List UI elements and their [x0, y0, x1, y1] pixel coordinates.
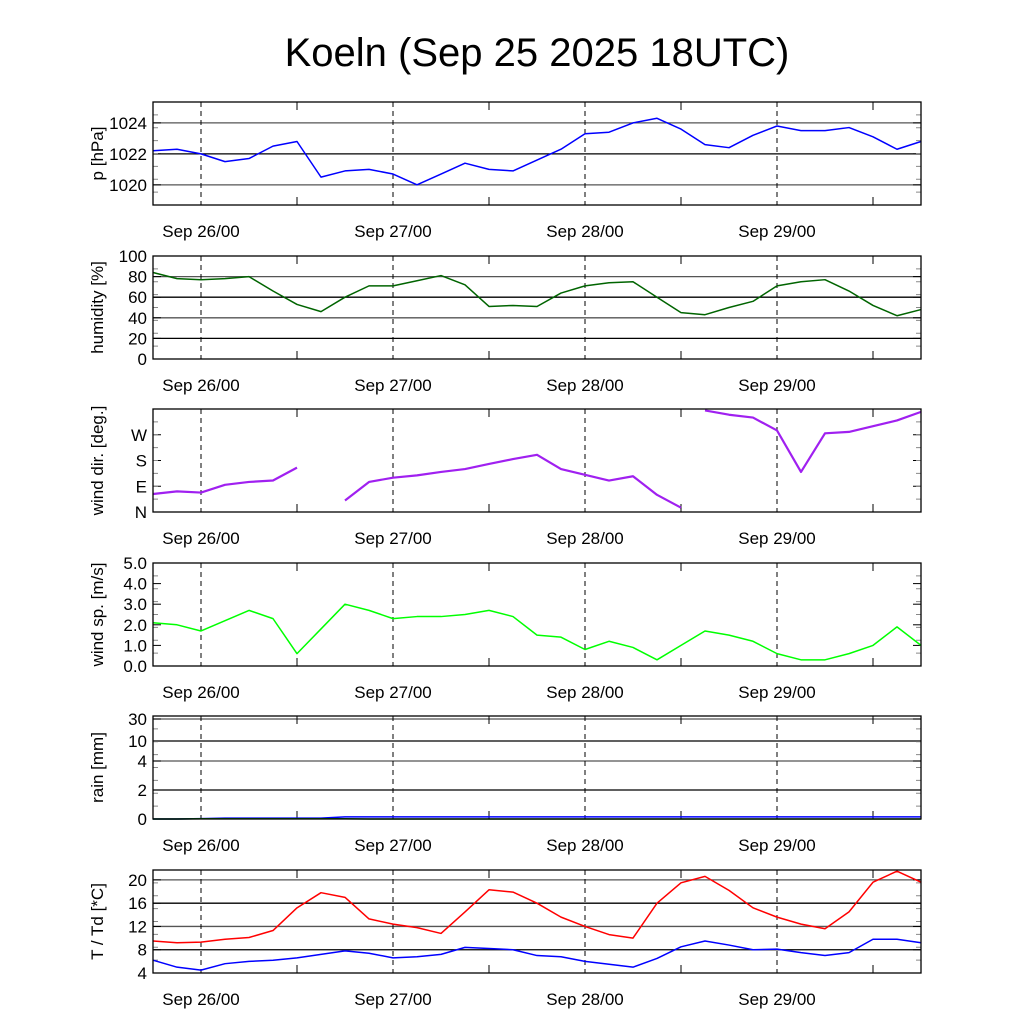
- y-axis-label: wind sp. [m/s]: [88, 563, 107, 668]
- y-tick-label: 0: [138, 810, 147, 829]
- y-tick-label: 0.0: [123, 657, 147, 676]
- x-tick-label: Sep 26/00: [162, 836, 240, 855]
- series-line-t: [152, 870, 922, 944]
- x-tick-label: Sep 27/00: [354, 836, 432, 855]
- y-tick-label: 1024: [109, 114, 147, 133]
- y-tick-label: E: [136, 477, 147, 496]
- y-tick-label: 1020: [109, 176, 147, 195]
- panel-humidity: Sep 26/00 Sep 27/00 Sep 28/00 Sep 29/00 0 204…: [88, 247, 922, 395]
- y-tick-label: 3.0: [123, 595, 147, 614]
- y-tick-label: 5.0: [123, 554, 147, 573]
- y-tick-label: 4: [138, 752, 147, 771]
- y-tick-label: 4.0: [123, 575, 147, 594]
- x-tick-label: Sep 26/00: [162, 529, 240, 548]
- x-tick-label: Sep 27/00: [354, 376, 432, 395]
- panel-wind_direction: Sep 26/00 Sep 27/00 Sep 28/00 Sep 29/00 NESW…: [88, 406, 922, 548]
- y-tick-label: N: [135, 503, 147, 522]
- y-tick-label: 0: [138, 350, 147, 369]
- y-axis-label: humidity [%]: [88, 261, 107, 354]
- y-tick-label: 20: [128, 871, 147, 890]
- x-tick-label: Sep 27/00: [354, 529, 432, 548]
- y-axis-label: T / Td [*C]: [88, 883, 107, 960]
- x-tick-label: Sep 27/00: [354, 990, 432, 1009]
- y-tick-label: 60: [128, 288, 147, 307]
- x-tick-label: Sep 29/00: [738, 376, 816, 395]
- plot-frame: [152, 715, 922, 820]
- series-line-wind-direction: [704, 409, 922, 474]
- y-tick-label: 40: [128, 309, 147, 328]
- y-tick-label: 20: [128, 329, 147, 348]
- y-tick-label: W: [131, 426, 147, 445]
- series-line-wind-direction: [344, 453, 682, 509]
- plot-frame: [152, 869, 922, 974]
- y-tick-label: 2.0: [123, 616, 147, 635]
- panel-wind_speed: Sep 26/00 Sep 27/00 Sep 28/00 Sep 29/00 0.0 1…: [88, 554, 922, 702]
- series-line-wind-direction: [152, 466, 298, 496]
- y-tick-label: 80: [128, 268, 147, 287]
- x-tick-label: Sep 28/00: [546, 683, 624, 702]
- y-tick-label: 8: [138, 941, 147, 960]
- x-tick-label: Sep 29/00: [738, 222, 816, 241]
- y-tick-label: 1.0: [123, 636, 147, 655]
- x-tick-label: Sep 29/00: [738, 683, 816, 702]
- y-tick-label: 10: [128, 732, 147, 751]
- y-axis-label: rain [mm]: [88, 732, 107, 803]
- y-tick-label: 100: [119, 247, 147, 266]
- x-tick-label: Sep 27/00: [354, 683, 432, 702]
- y-tick-label: 16: [128, 894, 147, 913]
- x-tick-label: Sep 27/00: [354, 222, 432, 241]
- y-axis-label: p [hPa]: [88, 127, 107, 181]
- plot-frame: [152, 562, 922, 667]
- x-tick-label: Sep 26/00: [162, 222, 240, 241]
- x-tick-label: Sep 28/00: [546, 222, 624, 241]
- y-tick-label: 1022: [109, 145, 147, 164]
- y-tick-label: 30: [128, 710, 147, 729]
- panel-temperature: Sep 26/00 Sep 27/00 Sep 28/00 Sep 29/00 4 8 12…: [88, 869, 922, 1009]
- series-line-td: [152, 938, 922, 971]
- series-line-humidity: [152, 271, 922, 317]
- chart-title: Koeln (Sep 25 2025 18UTC): [285, 31, 790, 75]
- panel-pressure: Sep 26/00 Sep 27/00 Sep 28/00 Sep 29/00 1020…: [88, 101, 922, 241]
- plot-frame: [152, 408, 922, 513]
- x-tick-label: Sep 28/00: [546, 529, 624, 548]
- series-line-wind-speed: [152, 603, 922, 661]
- y-tick-label: 2: [138, 781, 147, 800]
- x-tick-label: Sep 29/00: [738, 836, 816, 855]
- x-tick-label: Sep 26/00: [162, 683, 240, 702]
- x-tick-label: Sep 29/00: [738, 529, 816, 548]
- y-tick-label: 12: [128, 917, 147, 936]
- x-tick-label: Sep 29/00: [738, 990, 816, 1009]
- y-axis-label: wind dir. [deg.]: [88, 406, 107, 517]
- x-tick-label: Sep 26/00: [162, 376, 240, 395]
- series-line-pressure: [152, 117, 922, 186]
- panel-rain: Sep 26/00 Sep 27/00 Sep 28/00 Sep 29/00 0 2 41…: [88, 710, 922, 855]
- y-tick-label: 4: [138, 964, 147, 983]
- x-tick-label: Sep 28/00: [546, 990, 624, 1009]
- x-tick-label: Sep 26/00: [162, 990, 240, 1009]
- plot-frame: [152, 255, 922, 360]
- x-tick-label: Sep 28/00: [546, 376, 624, 395]
- x-tick-label: Sep 28/00: [546, 836, 624, 855]
- y-tick-label: S: [136, 452, 147, 471]
- plot-frame: [152, 101, 922, 206]
